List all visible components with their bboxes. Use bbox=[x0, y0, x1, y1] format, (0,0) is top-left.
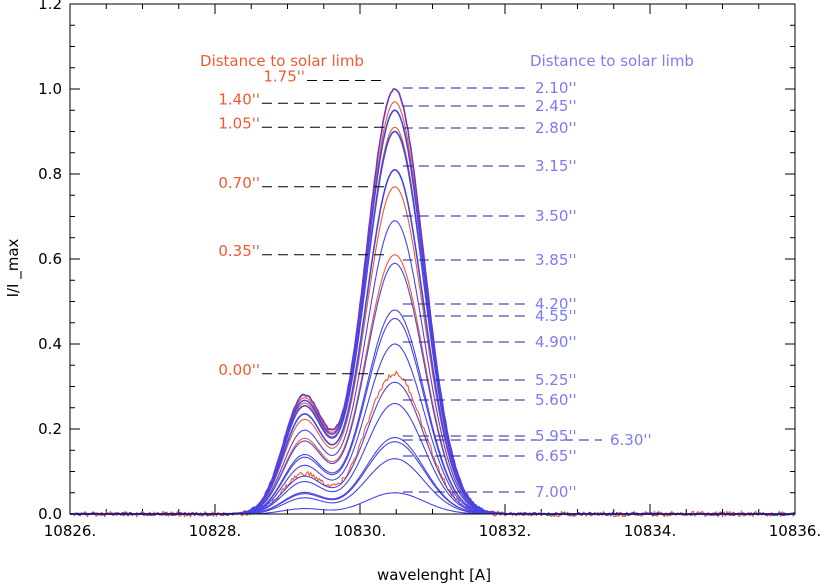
red-series-label: 1.05'' bbox=[218, 114, 260, 132]
x-tick-label: 10828. bbox=[189, 522, 242, 540]
axis-ticks bbox=[69, 3, 796, 515]
tick-labels: 10826. 10828. 10830. 10832. 10834. 10836.0.00… bbox=[38, 0, 821, 540]
x-tick-label: 10832. bbox=[479, 522, 532, 540]
y-tick-label: 0.8 bbox=[38, 165, 62, 183]
red-series-line bbox=[70, 254, 795, 515]
blue-series-label: 6.30'' bbox=[610, 431, 652, 449]
blue-series-label: 4.20'' bbox=[535, 295, 577, 313]
red-series-label: 1.75'' bbox=[263, 68, 305, 86]
legend-left-title: Distance to solar limb bbox=[200, 52, 364, 70]
blue-series-label: 2.10'' bbox=[535, 79, 577, 97]
red-series-label: 0.35'' bbox=[218, 242, 260, 260]
red-series-group bbox=[69, 88, 796, 519]
y-tick-label: 1.2 bbox=[38, 0, 62, 13]
y-tick-label: 0.2 bbox=[38, 420, 62, 438]
y-tick-label: 0.6 bbox=[38, 250, 62, 268]
blue-series-label: 3.15'' bbox=[535, 157, 577, 175]
blue-series-label: 2.45'' bbox=[535, 97, 577, 115]
blue-series-label: 7.00'' bbox=[535, 483, 577, 501]
blue-series-label: 2.80'' bbox=[535, 119, 577, 137]
blue-series-label: 3.50'' bbox=[535, 207, 577, 225]
y-tick-label: 1.0 bbox=[38, 80, 62, 98]
y-tick-label: 0.4 bbox=[38, 335, 62, 353]
blue-series-label: 5.60'' bbox=[535, 391, 577, 409]
x-tick-label: 10834. bbox=[624, 522, 677, 540]
blue-series-line bbox=[69, 88, 796, 517]
red-series-line bbox=[70, 101, 795, 515]
blue-series-label: 6.65'' bbox=[535, 447, 577, 465]
blue-series-label: 5.25'' bbox=[535, 371, 577, 389]
blue-series-label: 4.90'' bbox=[535, 333, 577, 351]
blue-series-group bbox=[69, 88, 796, 517]
legend-right-title: Distance to solar limb bbox=[530, 52, 694, 70]
plot-frame bbox=[69, 3, 796, 515]
red-series-label: 1.40'' bbox=[218, 90, 260, 108]
red-series-line bbox=[69, 370, 796, 519]
x-tick-label: 10830. bbox=[334, 522, 387, 540]
red-series-label: 0.00'' bbox=[218, 361, 260, 379]
x-axis-label: wavelenght [A] bbox=[377, 566, 491, 584]
red-series-label: 0.70'' bbox=[218, 174, 260, 192]
blue-series-line bbox=[70, 436, 795, 515]
y-tick-label: 0.0 bbox=[38, 505, 62, 523]
blue-series-label: 4.55'' bbox=[535, 307, 577, 325]
red-series-line bbox=[70, 88, 795, 515]
blue-series-label: 3.85'' bbox=[535, 251, 577, 269]
x-tick-label: 10826. bbox=[44, 522, 97, 540]
x-tick-label: 10836. bbox=[769, 522, 822, 540]
blue-series-label: 5.95'' bbox=[535, 427, 577, 445]
series-labels: 0.00'' 0.35'' 0.70'' 1.05'' 1.40''1.75'' 2.10… bbox=[218, 68, 651, 502]
label-leader-lines bbox=[262, 80, 602, 493]
y-axis-label: I/I _max bbox=[4, 238, 23, 297]
